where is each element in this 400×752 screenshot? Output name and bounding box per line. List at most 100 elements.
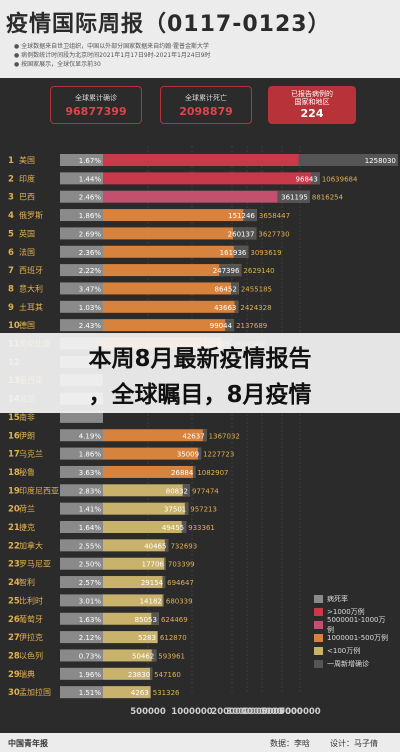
note-line: ● 按国家展示，全球仅显示前30 <box>14 61 101 68</box>
total-cases-label: 3093619 <box>250 249 281 257</box>
fatality-rate-bar <box>60 484 103 497</box>
legend-swatch <box>314 620 323 629</box>
weekly-cases-bar <box>219 264 242 277</box>
weekly-cases-bar <box>162 576 166 589</box>
rank-label: 18 <box>8 468 20 478</box>
rank-label: 6 <box>8 248 14 258</box>
total-cases-bar <box>103 172 320 185</box>
legend-label: 5000001-1000万例 <box>327 615 386 634</box>
fatality-rate-label: 0.73% <box>79 652 102 660</box>
fatality-rate-bar <box>60 502 103 515</box>
weekly-cases-bar <box>164 539 169 552</box>
fatality-rate-bar <box>60 172 103 185</box>
weekly-cases-bar <box>277 190 310 203</box>
country-label: 土耳其 <box>19 302 43 312</box>
country-label: 南非 <box>19 412 35 422</box>
legend-label: >1000万例 <box>327 607 365 616</box>
notes: ● 全球数据来自世卫组织，中国以外部分国家数据来自约翰·霍普金斯大学 ● 病例数… <box>14 42 210 69</box>
note-line: ● 全球数据来自世卫组织，中国以外部分国家数据来自约翰·霍普金斯大学 <box>14 43 210 50</box>
page-title: 疫情国际周报（0117-0123） <box>6 12 331 37</box>
country-label: 葡萄牙 <box>19 614 43 624</box>
weekly-cases-bar <box>225 319 235 332</box>
total-cases-label: 1082907 <box>197 469 228 477</box>
weekly-cases-label: 151246 <box>228 212 255 220</box>
total-cases-bar <box>103 190 310 203</box>
total-cases-label: 624469 <box>161 616 188 624</box>
weekly-cases-label: 260137 <box>228 230 255 238</box>
total-cases-bar <box>103 447 202 460</box>
legend-swatch <box>314 646 323 655</box>
fatality-rate-label: 1.03% <box>79 304 102 312</box>
weekly-cases-label: 37501 <box>164 506 186 514</box>
country-label: 乌克兰 <box>19 449 43 459</box>
rank-label: 30 <box>8 688 20 698</box>
weekly-cases-bar <box>197 447 202 460</box>
fatality-rate-bar <box>60 465 103 478</box>
weekly-cases-bar <box>184 502 189 515</box>
fatality-rate-label: 1.44% <box>79 175 102 183</box>
total-cases-label: 10639684 <box>322 175 358 183</box>
fatality-rate-label: 3.01% <box>79 597 102 605</box>
rank-label: 2 <box>8 174 14 184</box>
fatality-rate-bar <box>60 521 103 533</box>
legend-swatch <box>314 633 323 642</box>
legend-swatch <box>314 659 323 668</box>
regions-value: 224 <box>300 107 324 120</box>
country-label: 秘鲁 <box>19 467 35 477</box>
weekly-cases-bar <box>243 209 257 222</box>
country-label: 孟加拉国 <box>19 687 51 697</box>
rank-label: 7 <box>8 266 14 276</box>
country-label: 印度 <box>19 173 35 183</box>
weekly-cases-bar <box>202 429 207 442</box>
total-cases-label: 957213 <box>190 506 217 514</box>
weekly-cases-label: 5283 <box>138 634 156 642</box>
fatality-rate-label: 1.51% <box>79 689 102 697</box>
weekly-cases-label: 43663 <box>214 304 236 312</box>
fatality-rate-label: 2.55% <box>79 542 102 550</box>
weekly-cases-label: 14182 <box>140 597 162 605</box>
rank-label: 21 <box>8 523 20 533</box>
total-cases-bar <box>103 465 196 478</box>
x-tick-label: 4000000 <box>241 707 282 717</box>
country-label: 西班牙 <box>19 265 43 275</box>
fatality-rate-label: 2.22% <box>79 267 102 275</box>
country-label: 捷克 <box>19 522 35 532</box>
fatality-rate-bar <box>60 282 103 295</box>
weekly-cases-label: 80832 <box>166 487 188 495</box>
weekly-cases-label: 1258030 <box>365 157 396 165</box>
total-cases-bar <box>103 594 164 607</box>
weekly-cases-bar <box>234 300 239 313</box>
rank-label: 28 <box>8 651 20 661</box>
rank-label: 8 <box>8 284 14 294</box>
total-cases-bar <box>103 502 189 515</box>
total-cases-label: 2629140 <box>243 267 274 275</box>
fatality-rate-label: 2.50% <box>79 561 102 569</box>
fatality-rate-bar <box>60 190 103 203</box>
global-cases-label: 全球累计确诊 <box>75 94 117 102</box>
global-deaths-value: 2098879 <box>179 105 233 118</box>
regions-box: 已报告病例的 国家和地区 224 <box>268 86 356 124</box>
x-tick-label: 1000000 <box>171 707 212 717</box>
weekly-cases-label: 361195 <box>281 194 308 202</box>
fatality-rate-bar <box>60 667 103 680</box>
fatality-rate-bar <box>60 557 103 570</box>
fatality-rate-label: 1.67% <box>79 157 102 165</box>
total-cases-label: 2424328 <box>240 304 271 312</box>
rank-label: 15 <box>8 413 20 423</box>
legend-label: 1000001-500万例 <box>327 633 389 642</box>
fatality-rate-label: 2.36% <box>79 249 102 257</box>
fatality-rate-bar <box>60 300 103 313</box>
country-label: 以色列 <box>19 650 43 660</box>
total-cases-bar <box>103 245 249 258</box>
total-cases-label: 531326 <box>153 689 180 697</box>
weekly-cases-label: 40465 <box>144 542 166 550</box>
legend-swatch <box>314 607 323 616</box>
regions-label-line: 国家和地区 <box>294 98 330 106</box>
legend-item: 病死率 <box>314 592 392 605</box>
rank-label: 5 <box>8 229 14 239</box>
global-cases-box: 全球累计确诊 96877399 <box>50 86 142 124</box>
total-cases-label: 680339 <box>166 597 193 605</box>
fatality-rate-label: 1.86% <box>79 212 102 220</box>
weekly-cases-label: 99044 <box>210 322 233 330</box>
total-cases-bar <box>103 649 157 662</box>
